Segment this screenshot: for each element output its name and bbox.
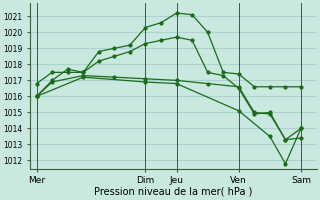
X-axis label: Pression niveau de la mer( hPa ): Pression niveau de la mer( hPa ) xyxy=(94,187,252,197)
